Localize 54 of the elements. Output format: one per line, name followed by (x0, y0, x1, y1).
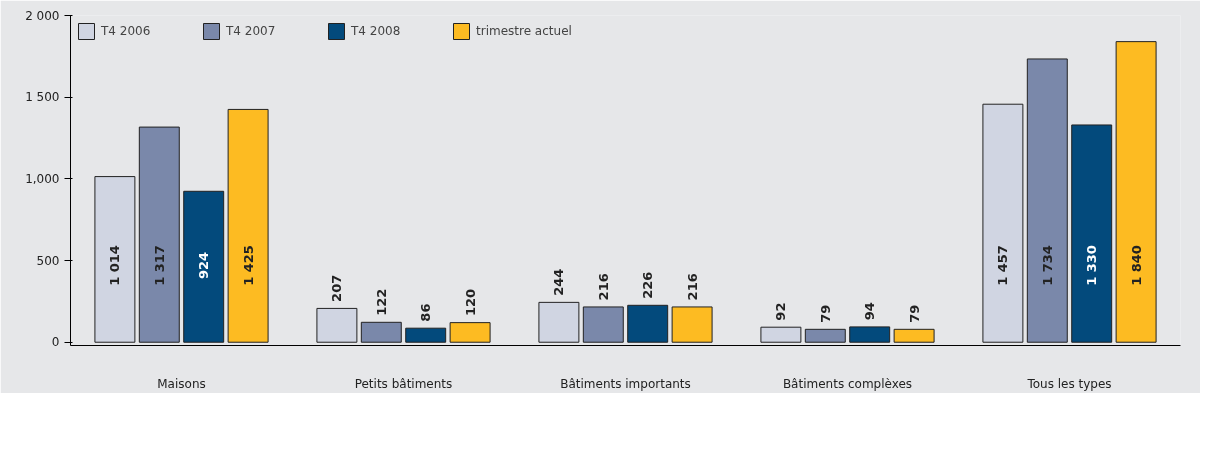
bar (1026, 58, 1068, 343)
bar (760, 326, 802, 343)
bar (1071, 124, 1113, 343)
bar (582, 306, 624, 343)
bar (849, 326, 891, 343)
data-label: 94 (862, 302, 878, 321)
bar (360, 321, 402, 343)
bar (316, 307, 358, 343)
data-label: 207 (329, 274, 345, 302)
data-label: 244 (551, 268, 567, 296)
data-label: 1 457 (995, 245, 1011, 286)
legend-label: T4 2008 (351, 24, 402, 38)
data-label: 216 (595, 273, 611, 301)
data-label: 79 (817, 304, 833, 323)
bar (982, 103, 1024, 343)
data-label: 79 (906, 304, 922, 323)
bar (138, 126, 180, 343)
data-label: 120 (462, 288, 478, 317)
bar (804, 328, 846, 343)
y-tick-label: 0 (51, 335, 60, 350)
legend-label: trimestre actuel (476, 24, 572, 38)
data-label: 1 425 (240, 245, 256, 286)
data-label: 1 734 (1039, 245, 1055, 286)
data-label: 1 330 (1084, 245, 1100, 286)
y-tick-label: 1 500 (25, 90, 60, 105)
bar (183, 190, 225, 343)
x-tick-label: Bâtiments complèxes (782, 376, 913, 391)
x-tick-label: Tous les types (1026, 376, 1112, 391)
y-tick-label: 2 000 (25, 8, 60, 23)
data-label: 216 (684, 273, 700, 301)
data-label: 92 (773, 302, 789, 321)
bar (538, 301, 580, 343)
x-tick-label: Maisons (157, 376, 206, 391)
data-label: 924 (196, 251, 212, 280)
bar (627, 304, 669, 343)
bar (227, 108, 269, 343)
x-tick-label: Bâtiments importants (560, 376, 691, 391)
data-label: 226 (640, 271, 656, 299)
bar (893, 328, 935, 343)
legend-label: T4 2007 (226, 24, 277, 38)
data-label: 1 317 (151, 245, 167, 286)
y-tick-label: 500 (36, 253, 60, 268)
bar (94, 176, 136, 343)
bar (671, 306, 713, 343)
data-label: 1 014 (107, 245, 123, 286)
legend-label: T4 2006 (101, 24, 152, 38)
bar (1115, 41, 1157, 343)
bar (405, 327, 447, 343)
bar (449, 322, 491, 343)
data-label: 1 840 (1128, 245, 1144, 286)
data-label: 122 (373, 288, 389, 316)
data-label: 86 (418, 303, 434, 322)
y-tick-label: 1,000 (25, 171, 60, 186)
x-tick-label: Petits bâtiments (354, 376, 453, 391)
